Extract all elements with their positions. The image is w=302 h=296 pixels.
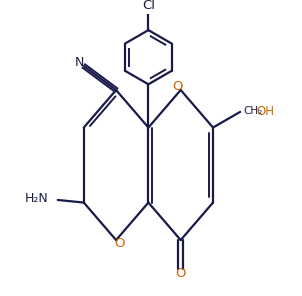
- Text: OH: OH: [257, 105, 275, 118]
- Text: O: O: [175, 268, 186, 280]
- Text: H₂N: H₂N: [24, 192, 48, 205]
- Text: O: O: [172, 80, 183, 93]
- Text: Cl: Cl: [142, 0, 155, 12]
- Text: N: N: [75, 56, 84, 69]
- Text: CH₂: CH₂: [243, 106, 262, 116]
- Text: O: O: [114, 237, 124, 250]
